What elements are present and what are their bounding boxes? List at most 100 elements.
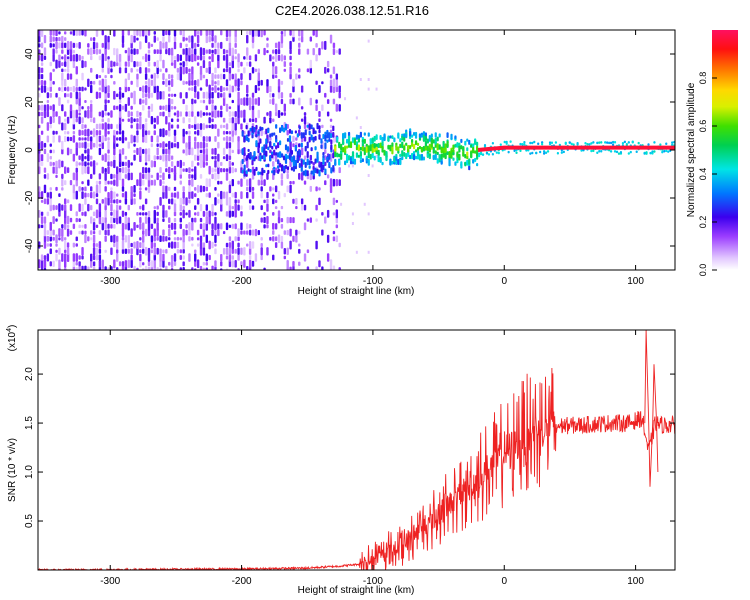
spectrogram-cell — [228, 47, 232, 56]
spectrogram-cell — [332, 178, 336, 187]
spectrogram-cell — [185, 104, 188, 111]
spectrogram-cell — [280, 98, 284, 105]
spectrogram-cell — [251, 160, 254, 166]
spectrogram-cell — [165, 48, 168, 55]
spectrogram-cell — [310, 124, 313, 130]
spectrogram-cell — [468, 139, 471, 145]
spectrogram-cell — [279, 151, 282, 158]
spectrogram-cell — [46, 198, 50, 205]
spectrogram-cell — [58, 60, 61, 68]
spectrogram-cell — [318, 164, 321, 168]
spectrogram-cell — [298, 163, 301, 168]
spectrogram-cell — [46, 92, 50, 99]
spectrogram-cell — [98, 80, 102, 86]
spectrogram-cell — [220, 41, 223, 49]
spectrogram-cell — [136, 61, 139, 67]
spectrogram-cell — [225, 191, 229, 199]
spectrogram-cell — [133, 143, 136, 147]
spectrogram-cell — [515, 151, 518, 154]
spectrogram-cell — [347, 164, 350, 168]
spectrogram-cell — [61, 86, 64, 92]
spectrogram-cell — [300, 30, 304, 37]
spectrogram-cell — [273, 149, 276, 156]
spectrogram-cell — [113, 209, 116, 219]
spectrogram-cell — [228, 106, 232, 110]
spectrogram-cell — [266, 247, 269, 256]
spectrogram-cell — [228, 236, 232, 242]
spectrogram-cell — [308, 136, 311, 143]
spectrogram-cell — [312, 162, 315, 166]
spectrogram-cell — [234, 168, 237, 173]
spectrogram-cell — [277, 234, 281, 244]
spectrogram-cell — [40, 104, 44, 111]
spectrogram-cell — [156, 211, 159, 216]
spectrogram-cell — [130, 92, 133, 99]
spectrogram-cell — [194, 130, 197, 135]
spectrogram-cell — [274, 206, 278, 210]
spectrogram-cell — [487, 153, 491, 156]
spectrogram-cell — [153, 160, 156, 168]
spectrogram-cell — [298, 74, 301, 79]
spectrogram-cell — [529, 152, 532, 155]
spectrogram-cell — [130, 124, 133, 129]
spectrogram-cell — [64, 216, 67, 224]
spectrogram-cell — [280, 112, 284, 116]
spectrogram-cell — [185, 131, 188, 135]
spectrogram-cell — [38, 259, 41, 269]
spectrogram-cell — [214, 105, 217, 111]
spectrogram-cell — [234, 30, 237, 37]
spectrogram-cell — [153, 35, 156, 43]
spectrogram-cell — [147, 178, 151, 187]
spectrogram-cell — [292, 36, 295, 42]
spectrogram-cell — [283, 30, 287, 37]
spectrogram-cell — [298, 30, 301, 37]
spectrogram-cell — [185, 229, 188, 236]
spectrogram-cell — [474, 150, 477, 154]
spectrogram-cell — [101, 60, 104, 69]
spectrogram-cell — [55, 174, 58, 178]
spectrogram-cell — [130, 172, 133, 181]
spectrogram-cell — [208, 178, 211, 187]
spectrogram-cell — [81, 106, 84, 110]
spectrogram-cell — [179, 72, 182, 81]
spectrogram-cell — [72, 184, 76, 194]
spectrogram-cell — [104, 48, 107, 56]
spectrogram-cell — [168, 86, 171, 92]
spectrogram-cell — [55, 130, 58, 135]
spectrogram-cell — [101, 42, 104, 48]
spectrogram-cell — [338, 167, 341, 174]
spectrogram-cell — [231, 192, 234, 198]
spectrogram-cell — [211, 241, 214, 249]
spectrogram-cell — [78, 97, 81, 106]
spectrogram-cell — [477, 154, 481, 158]
spectrogram-cell — [539, 150, 542, 154]
spectrogram-cell — [260, 242, 263, 248]
spectrogram-cell — [136, 123, 139, 130]
spectrogram-cell — [418, 133, 422, 138]
spectrogram-cell — [228, 242, 232, 248]
spectrogram-cell — [173, 186, 177, 192]
spectrogram-cell — [176, 191, 180, 199]
spectrogram-cell — [170, 118, 174, 123]
spectrogram-cell — [211, 167, 214, 173]
spectrogram-cell — [308, 123, 311, 130]
spectrogram-cell — [101, 123, 104, 130]
spectrogram-cell — [272, 161, 275, 167]
spectrogram-cell — [98, 215, 102, 225]
spectrogram-cell — [40, 154, 44, 162]
spectrogram-cell — [240, 98, 243, 105]
spectrogram-cell — [214, 248, 217, 255]
spectrogram-cell — [78, 129, 81, 136]
spectrogram-cell — [127, 234, 130, 243]
spectrogram-cell — [399, 138, 402, 143]
spectrogram-cell — [205, 211, 208, 217]
spectrogram-cell — [303, 180, 307, 185]
spectrogram-cell — [194, 92, 197, 99]
spectrogram-cell — [147, 266, 151, 270]
spectrogram-cell — [306, 249, 310, 254]
spectrogram-cell — [309, 185, 313, 192]
spectrogram-cell — [432, 155, 435, 160]
spectrogram-cell — [251, 118, 255, 123]
spectrogram-cell — [507, 150, 510, 154]
spectrogram-cell — [381, 140, 384, 147]
